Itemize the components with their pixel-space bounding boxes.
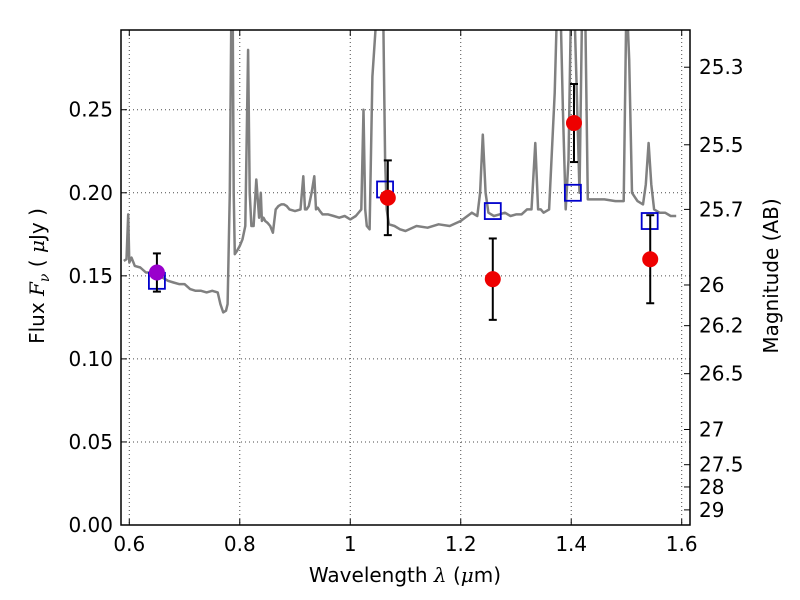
- x-axis-title: Wavelength λ (μm): [309, 563, 501, 587]
- y2-tick-label: 25.3: [699, 55, 744, 79]
- y-axis-ticks: 0.00 0.05 0.10 0.15 0.20 0.25: [68, 98, 127, 537]
- model-spectrum-line: [123, 30, 677, 314]
- x-tick-label: 0.6: [113, 532, 145, 556]
- plot-frame: [120, 29, 691, 526]
- model-photometry-square: [563, 183, 582, 202]
- observed-point: [484, 271, 501, 288]
- y2-tick-label: 25.7: [699, 197, 744, 221]
- model-photometry-square: [483, 202, 502, 220]
- y-tick-label: 0.25: [68, 98, 113, 122]
- y-axis-title: Flux Fν ( μJy ): [25, 208, 53, 344]
- y-tick-label: 0.05: [68, 430, 113, 454]
- observed-point: [642, 251, 659, 268]
- y-tick-label: 0.10: [68, 347, 113, 371]
- y2-axis-title: Magnitude (AB): [759, 198, 783, 353]
- observed-alt-point: [148, 264, 165, 281]
- x-tick-label: 0.8: [224, 532, 256, 556]
- x-tick-label: 1.4: [555, 532, 587, 556]
- y-tick-label: 0.00: [68, 513, 113, 537]
- plot-area: [123, 30, 677, 321]
- x-tick-label: 1: [344, 532, 357, 556]
- y-tick-label: 0.15: [68, 264, 113, 288]
- y2-tick-label: 27.5: [699, 453, 744, 477]
- observed-point: [565, 115, 582, 132]
- y2-tick-label: 29: [699, 498, 724, 522]
- y2-tick-label: 27: [699, 417, 724, 441]
- y2-tick-label: 26.2: [699, 314, 744, 338]
- y2-tick-label: 28: [699, 475, 724, 499]
- y2-tick-label: 26: [699, 273, 724, 297]
- y-tick-label: 0.20: [68, 181, 113, 205]
- x-axis-ticks: 0.6 0.8 1 1.2 1.4 1.6: [113, 30, 698, 556]
- y2-tick-label: 26.5: [699, 362, 744, 386]
- y2-tick-label: 25.5: [699, 133, 744, 157]
- grid-lines: [121, 30, 690, 526]
- x-tick-label: 1.6: [666, 532, 698, 556]
- x-tick-label: 1.2: [445, 532, 477, 556]
- observed-point: [379, 189, 396, 206]
